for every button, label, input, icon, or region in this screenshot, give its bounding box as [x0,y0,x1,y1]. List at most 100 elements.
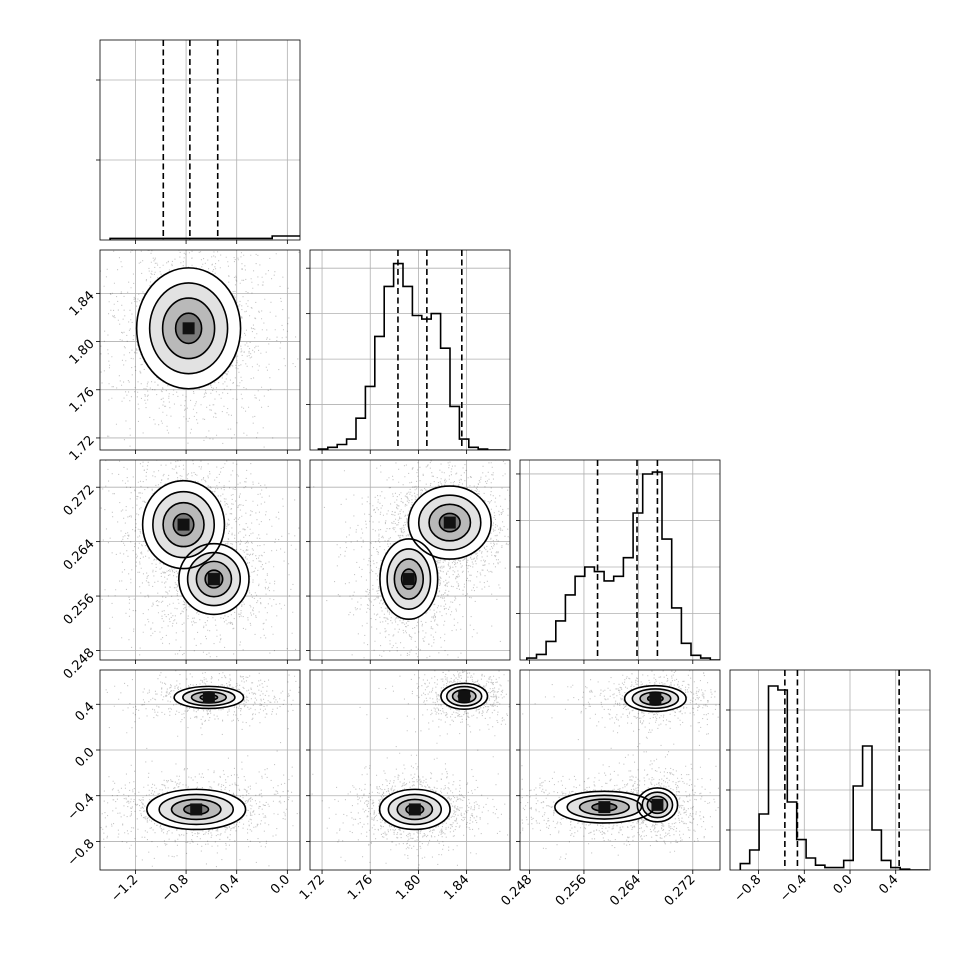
param1-x-tick-label: −0.8 [159,872,192,905]
contour-line [417,494,482,551]
param2-x-tick-label: 1.72 [297,872,328,903]
contour-line [639,691,672,706]
param4-y-tick-label: 0.4 [72,699,97,724]
param1-x-tick-label: −0.4 [210,872,243,905]
param4-x-tick-label: −0.4 [777,872,810,905]
contour-line [178,542,250,616]
contour-line [400,568,417,590]
contour-line [158,793,235,826]
histogram-frame [519,459,721,661]
contour-line [440,682,489,710]
scatter-frame [519,669,721,871]
density-peak [598,801,611,814]
histogram-frame [729,669,931,871]
param3-x-tick-label: 0.248 [498,872,535,909]
param1-x-tick-label: 0.0 [268,872,293,897]
scatter-frame [99,669,301,871]
contour-line [393,558,425,600]
histogram-frame [309,249,511,451]
contour-line [641,791,674,819]
contour-line [182,688,236,707]
scatter-panel-1-2: 1.72 1.76 1.80 1.84 [67,249,301,464]
density-peak [443,516,456,529]
param3-y-tick-label: 0.248 [61,646,98,683]
contour-line [195,560,233,598]
contour-line [146,788,247,831]
contour-line [135,267,242,390]
param2-y-tick-label: 1.72 [67,433,98,464]
contour-line [387,793,443,826]
scatter-points [100,460,300,660]
param2-y-tick-label: 1.80 [67,337,98,368]
density-peak [177,518,190,531]
density-peak [182,322,195,335]
param4-x-tick-label: 0.0 [831,872,856,897]
scatter-panel-1-4: −0.8 −0.4 0.0 0.4 −1.2 −0.8 −0.4 0.0 [65,669,301,905]
contour-line [173,685,245,710]
param4-y-tick-label: 0.0 [72,745,97,770]
contour-line [204,569,224,589]
density-peak [190,803,203,816]
scatter-frame [309,669,511,871]
param4-x-tick-label: −0.8 [731,872,764,905]
contour-line [172,512,195,537]
param2-y-tick-label: 1.84 [67,288,98,319]
param4-x-tick-label: 0.4 [876,872,901,897]
contour-line [386,548,432,610]
contour-line [451,689,477,704]
histogram-panel-4: −0.8 −0.4 0.0 0.4 [726,669,931,905]
contour-line [578,798,630,816]
histogram-step-line [739,685,929,870]
contour-line [161,297,216,360]
histogram-step-line [526,471,720,660]
contour-line [378,788,451,831]
param3-x-tick-label: 0.264 [607,872,644,909]
contour-line [162,501,205,548]
param3-y-tick-label: 0.272 [61,482,98,519]
scatter-panel-2-3 [306,459,511,664]
density-peak [202,691,215,704]
contour-line [428,503,472,542]
contour-line [170,798,222,821]
histogram-step-line [317,262,507,450]
param4-y-tick-label: −0.4 [65,791,98,824]
contour-line [623,684,687,713]
scatter-frame [99,249,301,451]
contour-line [152,490,216,559]
contour-line [407,485,492,560]
param1-x-tick-label: −1.2 [108,872,141,905]
contour-line [186,551,242,607]
contour-line [396,798,434,821]
density-peak [651,798,664,811]
param3-y-tick-label: 0.256 [61,591,98,628]
contour-line [148,282,229,375]
param3-x-tick-label: 0.256 [553,872,590,909]
contour-line [566,794,643,820]
histogram-panel-1 [96,39,301,244]
contour-line [438,512,461,533]
param2-x-tick-label: 1.80 [393,872,424,903]
param3-y-tick-label: 0.264 [61,537,98,574]
scatter-frame [309,459,511,661]
param4-y-tick-label: −0.8 [65,836,98,869]
density-peak [408,803,421,816]
histogram-frame [99,39,301,241]
scatter-points [311,670,510,869]
contour-line [174,312,203,345]
contour-line [636,787,679,823]
contour-line [646,795,669,815]
param3-x-tick-label: 0.272 [662,872,699,909]
param2-x-tick-label: 1.84 [441,872,472,903]
histogram-panel-2 [306,249,511,454]
contour-line [445,685,483,707]
scatter-frame [99,459,301,661]
contour-line [631,688,680,710]
density-peak [402,573,415,586]
density-peak [649,692,662,705]
param2-x-tick-label: 1.76 [345,872,376,903]
density-peak [207,573,220,586]
contour-line [379,538,439,620]
scatter-panel-2-4: 1.72 1.76 1.80 1.84 [297,669,511,903]
param2-y-tick-label: 1.76 [67,385,98,416]
